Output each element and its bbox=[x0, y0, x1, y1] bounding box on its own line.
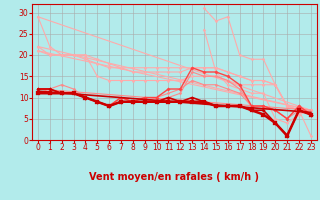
X-axis label: Vent moyen/en rafales ( km/h ): Vent moyen/en rafales ( km/h ) bbox=[89, 172, 260, 182]
